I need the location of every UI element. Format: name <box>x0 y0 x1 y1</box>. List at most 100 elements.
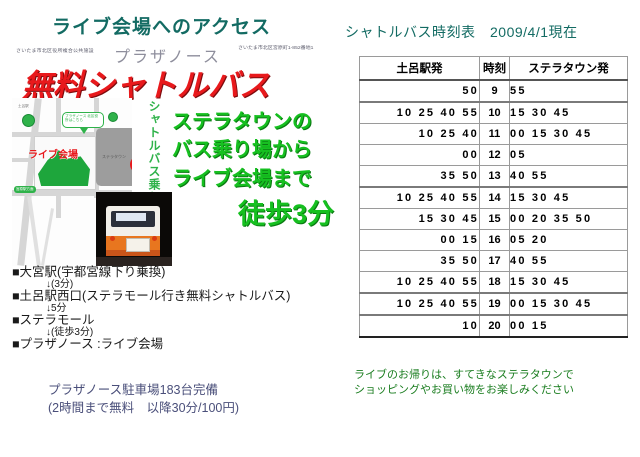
route-station-2: ■土呂駅西口(ステラモール行き無料シャトルバス) <box>12 289 291 303</box>
shuttle-timetable: 土呂駅発 時刻 ステラタウン発 50 9 55 10 25 40 55 10 15 30 … <box>359 56 628 338</box>
table-row: 10 25 40 55 18 15 30 45 <box>359 271 628 294</box>
cell-departure: 10 25 40 55 <box>359 271 480 294</box>
cell-departure: 50 <box>359 79 480 103</box>
map-callout-arrow-icon <box>80 128 88 134</box>
map-road-horizontal-1 <box>12 132 132 137</box>
note-line-1: ライブのお帰りは、すてきなステラタウンで <box>354 369 574 381</box>
parking-line-1: プラザノース駐車場183台完備 <box>48 383 218 397</box>
route-list: ■大宮駅(宇都宮線下り乗換) ↓(3分) ■土呂駅西口(ステラモール行き無料シャ… <box>12 265 337 352</box>
cell-arrival: 05 <box>509 144 628 166</box>
header-hour: 時刻 <box>479 56 510 81</box>
walk-time-callout: ステラタウンの バス乗り場から ライブ会場まで 徒歩3分 <box>172 108 338 234</box>
shuttle-stop-vertical-label: シャトルバス乗り場 <box>147 100 161 217</box>
header-arrival: ステラタウン発 <box>509 56 628 81</box>
parking-info: プラザノース駐車場183台完備 (2時間まで無料 以降30分/100円) <box>48 381 338 417</box>
cell-hour: 19 <box>479 292 510 316</box>
cell-arrival: 00 15 <box>509 314 628 338</box>
cell-arrival: 15 30 45 <box>509 101 628 124</box>
bus-license-plate <box>126 238 150 252</box>
access-map: ステラタウン ライブ会場 プラザノース 北区役所はこちら 土呂駅 宮原駅方面 <box>12 98 132 266</box>
route-station-1: ■大宮駅(宇都宮線下り乗換) <box>12 265 166 279</box>
cell-arrival: 40 55 <box>509 250 628 272</box>
cell-departure: 35 50 <box>359 250 480 272</box>
table-row: 35 50 17 40 55 <box>359 250 628 272</box>
route-arrow-2: ↓5分 <box>46 302 67 314</box>
map-stella-town-label: ステラタウン <box>102 154 126 159</box>
table-row: 00 15 16 05 20 <box>359 229 628 251</box>
cell-hour: 9 <box>479 79 510 103</box>
cell-departure: 00 15 <box>359 229 480 251</box>
cell-hour: 12 <box>479 144 510 166</box>
map-venue-label: ライブ会場 <box>28 150 78 161</box>
cell-arrival: 15 30 45 <box>509 186 628 209</box>
walk-callout-line-1: ステラタウンの <box>172 111 312 133</box>
route-arrow-3: ↓(徒歩3分) <box>46 326 94 338</box>
timetable-note: ライブのお帰りは、すてきなステラタウンで ショッピングやお買い物をお楽しみくださ… <box>354 368 640 398</box>
map-road-horizontal-3 <box>12 190 132 196</box>
cell-departure: 10 25 40 <box>359 123 480 145</box>
cell-arrival: 00 15 30 45 <box>509 292 628 316</box>
table-row: 00 12 05 <box>359 144 628 166</box>
cell-departure: 00 <box>359 144 480 166</box>
table-row: 10 25 40 11 00 15 30 45 <box>359 123 628 145</box>
venue-name: プラザノース <box>114 49 221 66</box>
table-row: 10 25 40 55 19 00 15 30 45 <box>359 292 628 316</box>
bus-destination-sign <box>116 213 146 221</box>
cell-hour: 16 <box>479 229 510 251</box>
cell-arrival: 40 55 <box>509 165 628 188</box>
map-callout-bubble: プラザノース 北区役所はこちら <box>62 112 104 128</box>
table-row: 15 30 45 15 00 20 35 50 <box>359 208 628 230</box>
walk-callout-line-3: ライブ会場まで <box>172 167 312 190</box>
walk-callout-line-4: 徒歩3分 <box>237 199 334 230</box>
cell-hour: 17 <box>479 250 510 272</box>
cell-hour: 13 <box>479 165 510 188</box>
subtitle-left-text: さいたま市北区役所複合公共施設 <box>16 48 94 54</box>
shuttle-bus-photo <box>96 192 172 266</box>
timetable-title: シャトルバス時刻表 2009/4/1現在 <box>345 24 578 40</box>
cell-departure: 15 30 45 <box>359 208 480 230</box>
cell-arrival: 00 15 30 45 <box>509 123 628 145</box>
subtitle-row: さいたま市北区役所複合公共施設 プラザノース さいたま市北区宮原町1-852番地… <box>8 44 338 66</box>
cell-arrival: 55 <box>509 79 628 103</box>
map-road-curve-2 <box>40 208 55 266</box>
cell-hour: 10 <box>479 101 510 124</box>
map-marker-icon-2 <box>108 112 118 122</box>
table-row: 10 25 40 55 14 15 30 45 <box>359 186 628 209</box>
map-station-marker-icon <box>22 114 35 127</box>
route-arrow-1: ↓(3分) <box>46 278 74 290</box>
cell-departure: 10 25 40 55 <box>359 186 480 209</box>
cell-hour: 18 <box>479 271 510 294</box>
bus-taillight-left-icon <box>110 236 115 241</box>
cell-hour: 11 <box>479 123 510 145</box>
table-row: 10 25 40 55 10 15 30 45 <box>359 101 628 124</box>
subtitle-right-text: さいたま市北区宮原町1-852番地1 <box>238 45 314 51</box>
free-shuttle-headline: 無料シャトルバス <box>22 68 270 103</box>
map-direction-pill: 宮原駅方面 <box>14 186 36 193</box>
route-station-3: ■ステラモール <box>12 313 95 327</box>
cell-hour: 15 <box>479 208 510 230</box>
bus-lower-stripe <box>106 250 160 256</box>
parking-line-2: (2時間まで無料 以降30分/100円) <box>48 401 240 416</box>
cell-departure: 10 <box>359 314 480 338</box>
bus-ground <box>96 257 172 266</box>
cell-arrival: 15 30 45 <box>509 271 628 294</box>
note-line-2: ショッピングやお買い物をお楽しみください <box>354 383 574 396</box>
table-row: 10 20 00 15 <box>359 314 628 338</box>
cell-departure: 35 50 <box>359 165 480 188</box>
bus-taillight-right-icon <box>152 236 157 241</box>
map-station-label: 土呂駅 <box>18 104 29 108</box>
table-row: 50 9 55 <box>359 79 628 103</box>
table-header-row: 土呂駅発 時刻 ステラタウン発 <box>359 56 628 81</box>
table-body: 50 9 55 10 25 40 55 10 15 30 45 10 25 40 11 00 1… <box>359 79 628 338</box>
page-title: ライブ会場へのアクセス <box>52 17 272 38</box>
header-departure: 土呂駅発 <box>359 56 480 81</box>
right-panel: シャトルバス時刻表 2009/4/1現在 土呂駅発 時刻 ステラタウン発 50 9… <box>340 0 640 457</box>
route-station-4: ■プラザノース :ライブ会場 <box>12 337 164 351</box>
map-stella-town-block <box>96 128 132 186</box>
map-bus-stop-marker <box>130 156 132 173</box>
table-row: 35 50 13 40 55 <box>359 165 628 188</box>
cell-hour: 14 <box>479 186 510 209</box>
cell-arrival: 00 20 35 50 <box>509 208 628 230</box>
cell-departure: 10 25 40 55 <box>359 292 480 316</box>
